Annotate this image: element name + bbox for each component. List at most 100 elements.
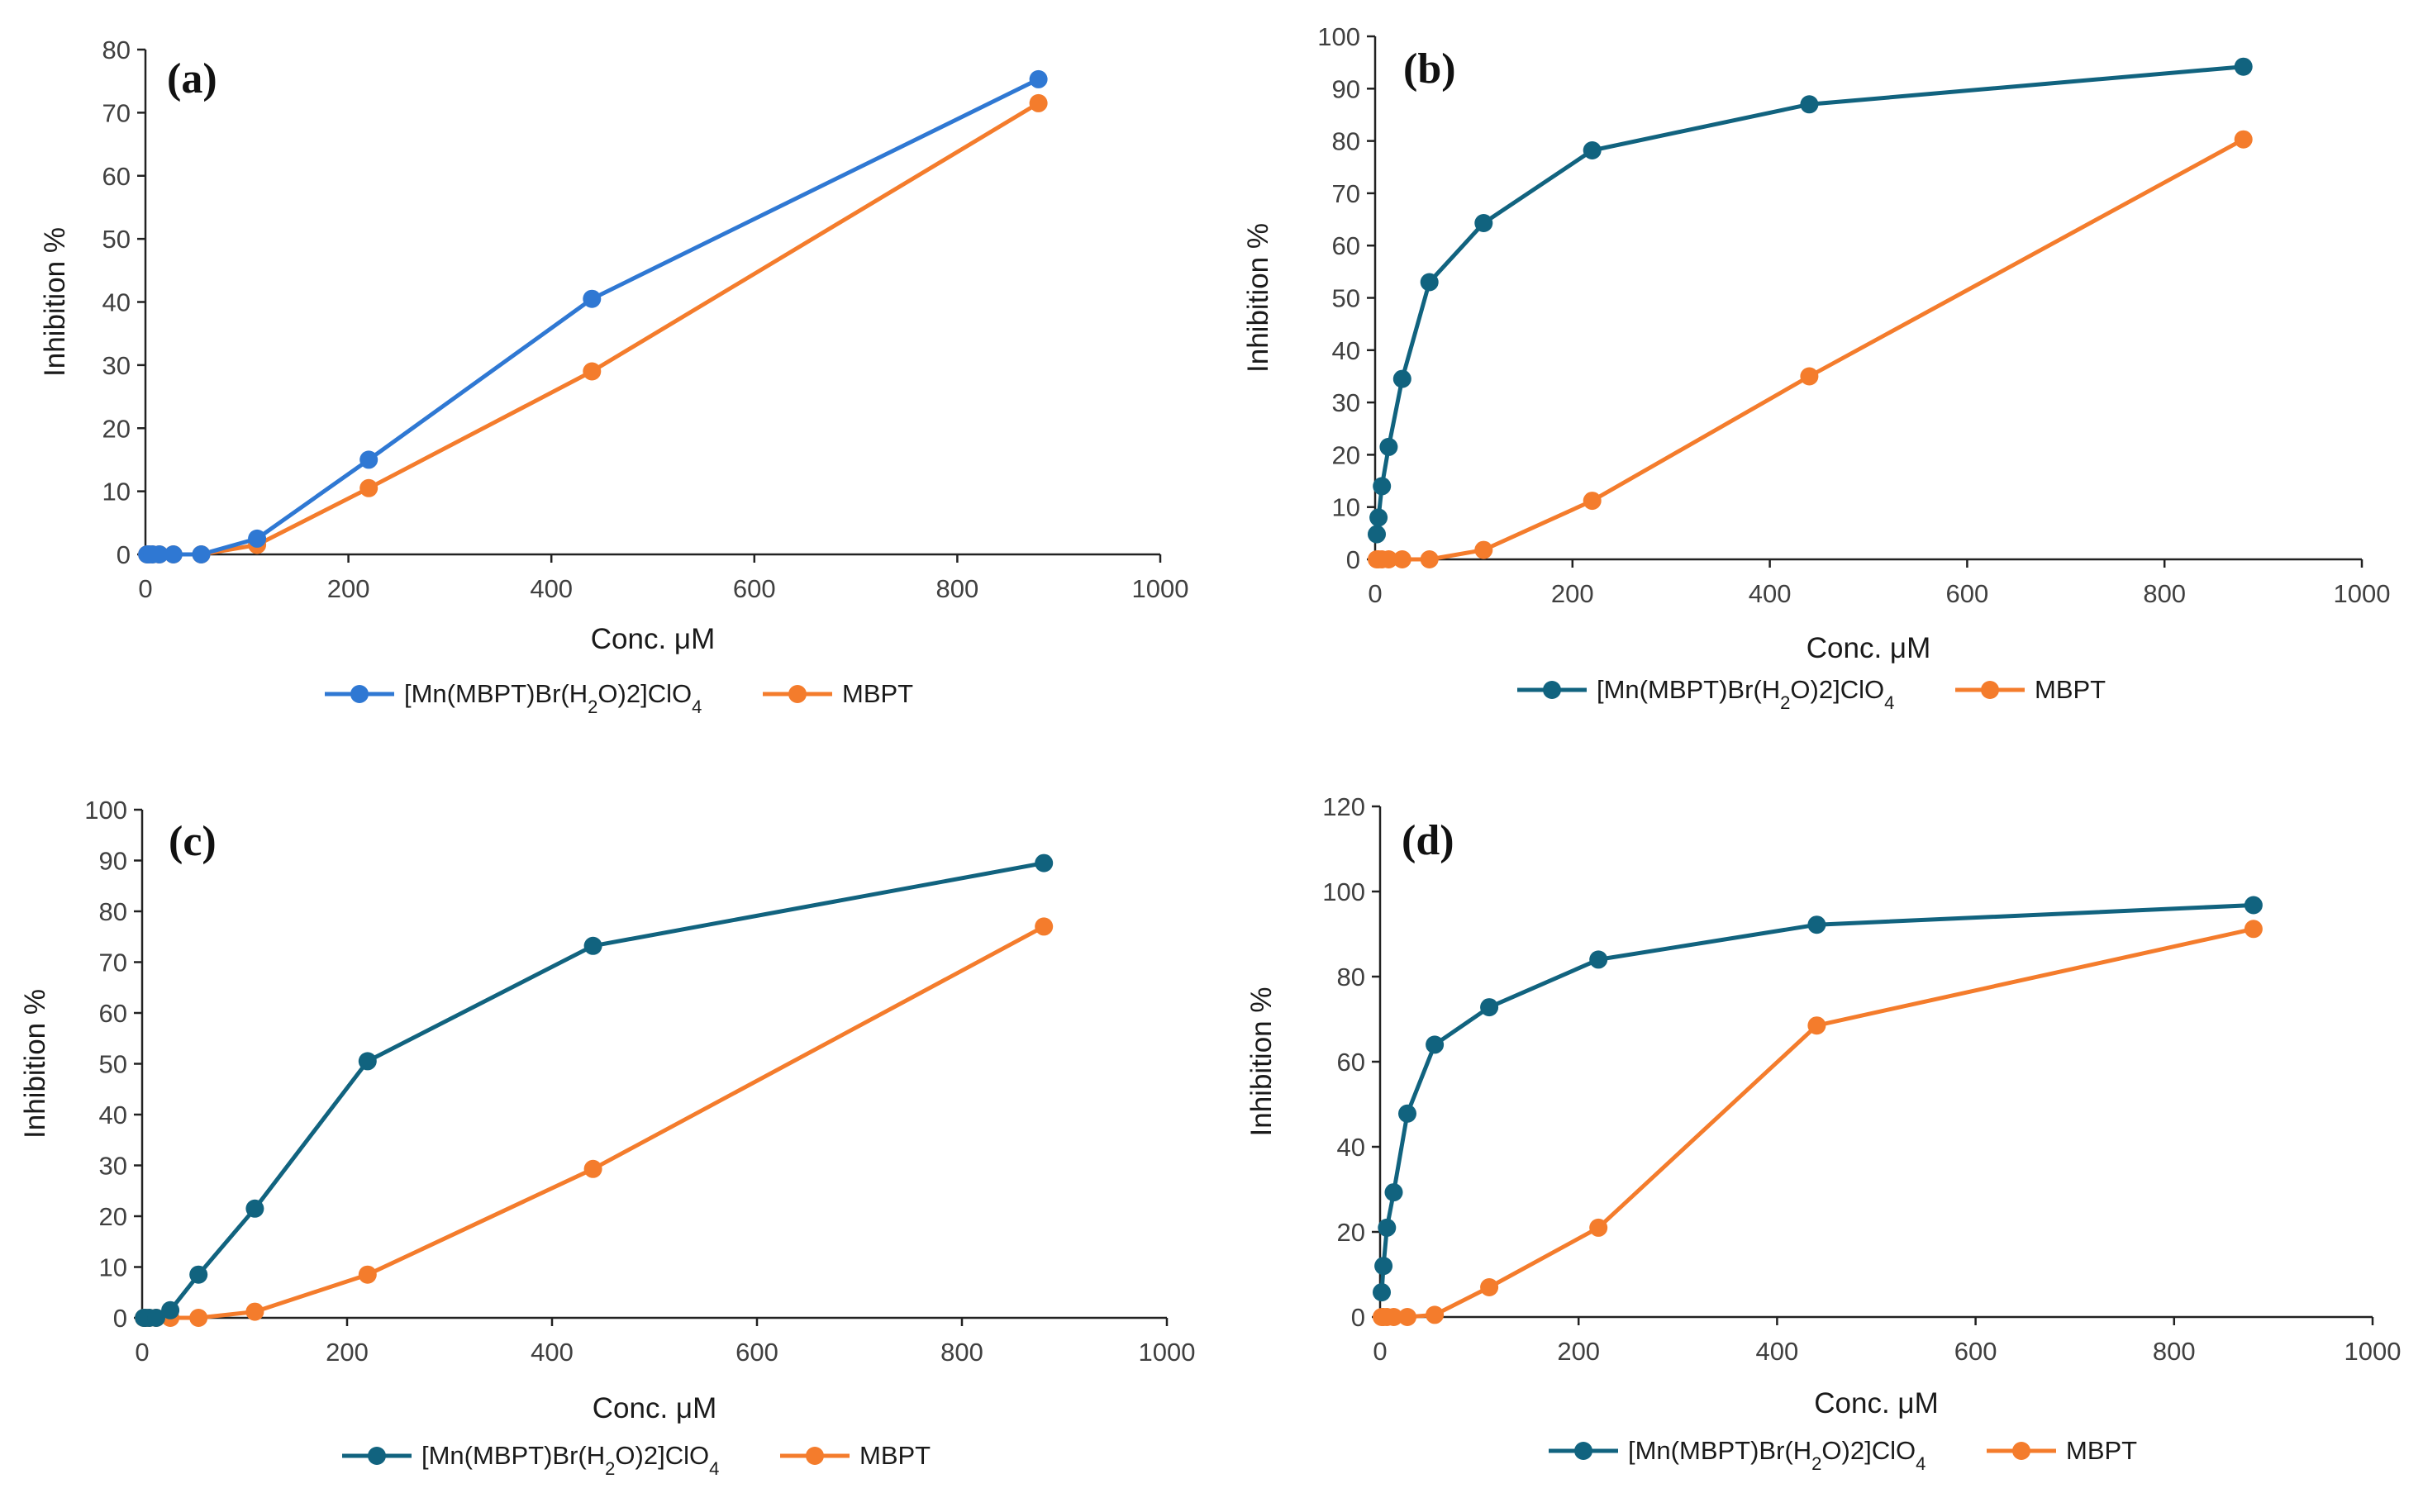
data-point-series-0 [1474,214,1493,232]
panel-label: (c) [169,818,217,865]
data-point-series-1 [1398,1308,1416,1326]
data-point-series-0 [189,1265,208,1284]
data-point-series-0 [1800,95,1819,114]
data-point-series-0 [192,545,211,563]
data-point-series-0 [1807,915,1826,934]
data-point-series-0 [1373,1283,1391,1302]
legend-label-1: MBPT [842,679,913,708]
series-line-0 [1379,903,2254,1293]
x-axis-title: Conc. μM [593,1392,716,1424]
data-point-series-0 [248,529,267,548]
y-tick-label: 20 [99,1202,127,1231]
y-tick-label: 10 [102,478,131,506]
legend-label-0: [Mn(MBPT)Br(H2O)2]ClO4 [421,1441,719,1479]
data-point-series-1 [1392,550,1411,568]
x-tick-label: 400 [1749,579,1792,608]
legend-label-0: [Mn(MBPT)Br(H2O)2]ClO4 [404,679,702,717]
y-tick-label: 10 [99,1253,127,1282]
y-tick-label: 60 [1337,1048,1365,1077]
data-point-series-1 [2244,920,2263,939]
data-point-series-0 [2244,896,2263,915]
series-line-1 [146,101,1040,557]
legend-marker-1 [806,1447,824,1465]
y-tick-label: 60 [99,999,127,1028]
data-point-series-1 [1807,1016,1826,1035]
y-tick-label: 40 [102,288,131,317]
y-tick-label: 80 [102,36,131,64]
y-tick-label: 90 [99,847,127,876]
x-tick-label: 400 [531,1338,574,1367]
y-tick-label: 20 [1332,440,1360,469]
x-axis-title: Conc. μM [1807,632,1930,664]
y-tick-label: 30 [99,1152,127,1181]
x-tick-label: 800 [936,574,979,603]
x-tick-label: 0 [135,1338,149,1367]
x-tick-label: 1000 [2334,579,2391,608]
data-point-series-1 [358,1265,377,1284]
data-point-series-1 [1426,1305,1445,1324]
y-tick-label: 40 [1337,1133,1365,1162]
data-point-series-0 [1589,950,1608,969]
x-tick-label: 200 [327,574,370,603]
y-tick-label: 70 [102,98,131,127]
legend-label-1: MBPT [859,1441,931,1470]
y-tick-label: 50 [99,1050,127,1079]
y-tick-label: 100 [84,796,127,825]
y-tick-label: 70 [99,949,127,977]
data-point-series-1 [1800,367,1819,386]
data-point-series-0 [1392,369,1411,388]
y-tick-label: 80 [1337,963,1365,991]
series-line-1 [1376,137,2244,562]
data-point-series-0 [1368,525,1386,544]
data-point-series-0 [1379,437,1398,456]
x-axis-title: Conc. μM [591,623,715,655]
series-line-0 [1374,64,2244,535]
y-tick-label: 60 [1332,231,1360,260]
x-tick-label: 1000 [1132,574,1189,603]
legend: [Mn(MBPT)Br(H2O)2]ClO4 MBPT [342,1441,931,1479]
data-point-series-1 [1384,1308,1403,1326]
legend-marker-0 [1543,681,1561,699]
data-point-series-0 [1373,477,1392,496]
data-point-series-0 [2234,57,2253,76]
data-point-series-0 [358,1052,377,1071]
data-point-series-0 [1029,69,1048,88]
data-point-series-0 [1426,1035,1445,1054]
x-tick-label: 0 [1368,579,1382,608]
y-tick-label: 50 [1332,284,1360,313]
y-tick-label: 90 [1332,74,1360,103]
data-point-series-1 [245,1302,264,1321]
y-tick-label: 20 [1337,1218,1365,1247]
y-axis-title: Inhibition % [39,227,71,377]
x-tick-label: 200 [1557,1337,1600,1366]
legend: [Mn(MBPT)Br(H2O)2]ClO4 MBPT [325,679,913,717]
y-tick-label: 10 [1332,493,1360,522]
data-point-series-1 [1029,93,1048,112]
y-tick-label: 0 [1351,1303,1365,1332]
data-point-series-1 [1474,540,1493,559]
data-point-series-0 [150,545,169,563]
x-tick-label: 600 [1954,1337,1997,1366]
data-point-series-1 [1589,1218,1608,1237]
data-point-series-1 [1420,550,1439,568]
data-point-series-1 [1035,917,1054,936]
data-point-series-1 [189,1309,208,1327]
y-tick-label: 40 [99,1101,127,1129]
data-point-series-0 [583,289,602,308]
y-tick-label: 80 [1332,127,1360,156]
x-tick-label: 600 [1946,579,1989,608]
y-tick-label: 50 [102,225,131,254]
legend-marker-0 [1574,1442,1592,1460]
panel-label: (a) [167,55,217,102]
legend-label-1: MBPT [2066,1436,2137,1465]
panel-label: (b) [1403,45,1456,93]
y-tick-label: 100 [1322,877,1365,906]
legend-marker-1 [1981,681,1999,699]
x-tick-label: 0 [1373,1337,1387,1366]
y-tick-label: 100 [1317,22,1360,51]
y-tick-label: 40 [1332,336,1360,365]
x-tick-label: 0 [138,574,152,603]
data-point-series-1 [1583,492,1602,511]
y-axis-title: Inhibition % [19,989,51,1139]
